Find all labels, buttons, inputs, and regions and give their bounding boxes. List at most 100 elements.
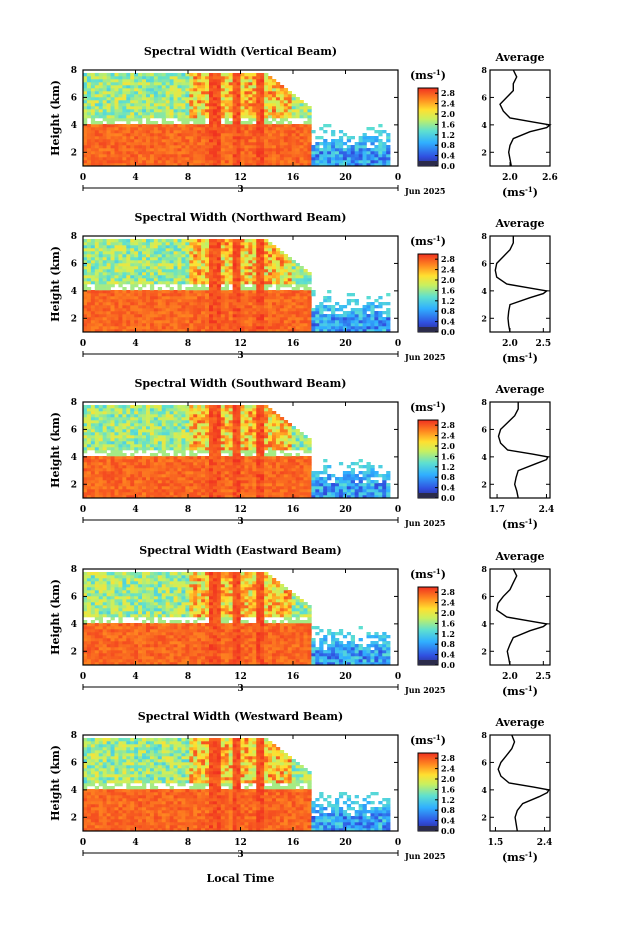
- heatmap-cell: [185, 465, 190, 469]
- heatmap-cell: [323, 320, 328, 324]
- heatmap-cell: [94, 278, 100, 282]
- heatmap-cell: [311, 151, 316, 155]
- heatmap-cell: [146, 88, 151, 92]
- heatmap-cell: [260, 151, 265, 155]
- heatmap-cell: [232, 272, 237, 276]
- heatmap-cell: [142, 266, 147, 270]
- heatmap-cell: [90, 308, 96, 312]
- heatmap-cell: [189, 438, 194, 442]
- heatmap-cell: [83, 82, 88, 86]
- heatmap-cell: [157, 423, 163, 427]
- heatmap-cell: [232, 329, 237, 333]
- heatmap-cell: [165, 154, 170, 158]
- heatmap-cell: [165, 293, 170, 297]
- heatmap-cell: [83, 495, 88, 499]
- heatmap-cell: [209, 480, 214, 484]
- heatmap-cell: [279, 263, 285, 267]
- heatmap-cell: [138, 302, 143, 306]
- heatmap-cell: [83, 118, 88, 122]
- heatmap-cell: [118, 284, 123, 288]
- heatmap-cell: [362, 157, 367, 161]
- heatmap-cell: [181, 483, 186, 487]
- heatmap-cell: [106, 471, 111, 475]
- heatmap-cell: [130, 248, 135, 252]
- heatmap-cell: [197, 109, 202, 113]
- heatmap-cell: [98, 145, 103, 149]
- heatmap-cell: [327, 160, 332, 164]
- heatmap-cell: [130, 278, 135, 282]
- heatmap-cell: [216, 112, 222, 116]
- heatmap-cell: [189, 103, 194, 107]
- heatmap-cell: [185, 468, 190, 472]
- heatmap-cell: [90, 462, 96, 466]
- heatmap-cell: [165, 278, 170, 282]
- heatmap-cell: [146, 444, 151, 448]
- heatmap-cell: [193, 263, 198, 267]
- heatmap-cell: [283, 284, 289, 288]
- heatmap-cell: [319, 326, 324, 330]
- heatmap-cell: [260, 242, 265, 246]
- heatmap-cell: [216, 269, 222, 273]
- heatmap-cell: [283, 263, 289, 267]
- heatmap-cell: [138, 405, 143, 409]
- heatmap-cell: [134, 73, 139, 77]
- heatmap-cell: [193, 151, 198, 155]
- heatmap-cell: [260, 94, 265, 98]
- heatmap-cell: [232, 106, 237, 110]
- heatmap-cell: [205, 465, 210, 469]
- heatmap-cell: [153, 103, 159, 107]
- heatmap-cell: [142, 495, 147, 499]
- heatmap-cell: [216, 133, 222, 137]
- heatmap-cell: [130, 408, 135, 412]
- heatmap-cell: [122, 133, 127, 137]
- heatmap-cell: [122, 275, 127, 279]
- heatmap-cell: [110, 483, 115, 487]
- heatmap-cell: [279, 88, 285, 92]
- heatmap-cell: [224, 121, 229, 125]
- heatmap-cell: [181, 308, 186, 312]
- heatmap-cell: [165, 91, 170, 95]
- heatmap-cell: [350, 299, 355, 303]
- heatmap-cell: [142, 100, 147, 104]
- heatmap-cell: [291, 290, 296, 294]
- heatmap-cell: [331, 148, 336, 152]
- heatmap-cell: [331, 142, 336, 146]
- heatmap-cell: [295, 97, 300, 101]
- heatmap-cell: [94, 115, 100, 119]
- heatmap-cell: [287, 320, 292, 324]
- heatmap-cell: [248, 326, 253, 330]
- heatmap-cell: [142, 91, 147, 95]
- heatmap-cell: [252, 139, 257, 143]
- heatmap-cell: [181, 127, 186, 131]
- heatmap-cell: [83, 293, 88, 297]
- heatmap-cell: [264, 320, 269, 324]
- heatmap-cell: [220, 73, 226, 77]
- heatmap-cell: [205, 160, 210, 164]
- heatmap-cell: [212, 281, 218, 285]
- heatmap-cell: [106, 257, 111, 261]
- heatmap-cell: [185, 486, 190, 490]
- heatmap-cell: [90, 124, 96, 128]
- heatmap-cell: [90, 151, 96, 155]
- heatmap-cell: [161, 296, 166, 300]
- heatmap-cell: [169, 444, 174, 448]
- heatmap-cell: [386, 139, 391, 143]
- heatmap-cell: [197, 492, 202, 496]
- heatmap-cell: [287, 257, 292, 261]
- heatmap-cell: [98, 462, 103, 466]
- heatmap-cell: [134, 160, 139, 164]
- heatmap-cell: [252, 284, 257, 288]
- heatmap-cell: [279, 251, 285, 255]
- heatmap-cell: [157, 417, 163, 421]
- heatmap-cell: [240, 127, 245, 131]
- heatmap-cell: [228, 278, 233, 282]
- heatmap-cell: [338, 151, 344, 155]
- heatmap-cell: [169, 97, 174, 101]
- heatmap-cell: [307, 317, 312, 321]
- heatmap-cell: [212, 157, 218, 161]
- heatmap-cell: [83, 112, 88, 116]
- heatmap-cell: [378, 151, 383, 155]
- heatmap-cell: [134, 444, 139, 448]
- heatmap-cell: [386, 302, 391, 306]
- heatmap-cell: [86, 492, 92, 496]
